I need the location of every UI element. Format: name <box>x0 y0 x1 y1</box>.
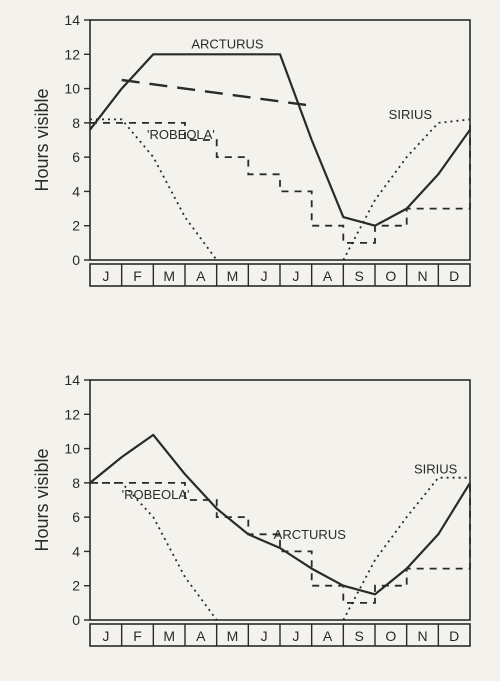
y-tick-label: 2 <box>72 218 80 234</box>
y-tick-label: 4 <box>72 543 80 559</box>
x-tick-label: M <box>163 628 175 644</box>
label-sirius: SIRIUS <box>414 462 458 477</box>
x-tick-label: F <box>133 268 142 284</box>
x-tick-label: J <box>102 268 109 284</box>
x-tick-label: J <box>261 628 268 644</box>
x-tick-label: N <box>417 268 427 284</box>
x-tick-label: J <box>292 268 299 284</box>
x-tick-label: J <box>102 628 109 644</box>
x-tick-label: A <box>196 628 206 644</box>
x-tick-label: O <box>385 268 396 284</box>
y-tick-label: 10 <box>64 81 80 97</box>
label-sirius: SIRIUS <box>389 107 433 122</box>
label-robeola: 'ROBEOLA' <box>122 487 190 502</box>
x-tick-label: M <box>227 268 239 284</box>
x-tick-label: D <box>449 268 459 284</box>
x-tick-label: O <box>385 628 396 644</box>
y-tick-label: 6 <box>72 149 80 165</box>
x-tick-label: M <box>163 268 175 284</box>
label-arcturus: ARCTURUS <box>191 36 264 51</box>
y-tick-label: 6 <box>72 509 80 525</box>
x-tick-label: A <box>323 268 333 284</box>
label-arcturus: ARCTURUS <box>274 527 347 542</box>
x-tick-label: S <box>354 268 363 284</box>
label-robeola: 'ROBEOLA' <box>147 127 215 142</box>
x-tick-label: F <box>133 628 142 644</box>
y-tick-label: 10 <box>64 441 80 457</box>
x-tick-label: D <box>449 628 459 644</box>
y-axis-label: Hours visible <box>32 448 52 551</box>
x-tick-label: A <box>196 268 206 284</box>
y-tick-label: 12 <box>64 406 80 422</box>
y-tick-label: 0 <box>72 612 80 628</box>
y-tick-label: 4 <box>72 183 80 199</box>
x-tick-label: A <box>323 628 333 644</box>
x-tick-label: J <box>292 628 299 644</box>
x-tick-label: N <box>417 628 427 644</box>
y-tick-label: 0 <box>72 252 80 268</box>
y-tick-label: 14 <box>64 12 80 28</box>
x-tick-label: J <box>261 268 268 284</box>
y-tick-label: 14 <box>64 372 80 388</box>
x-tick-label: M <box>227 628 239 644</box>
y-tick-label: 2 <box>72 578 80 594</box>
series-arcturus <box>90 435 470 594</box>
y-tick-label: 8 <box>72 475 80 491</box>
series-arcturus-cap <box>122 80 312 106</box>
y-tick-label: 12 <box>64 46 80 62</box>
y-axis-label: Hours visible <box>32 88 52 191</box>
y-tick-label: 8 <box>72 115 80 131</box>
x-tick-label: S <box>354 628 363 644</box>
